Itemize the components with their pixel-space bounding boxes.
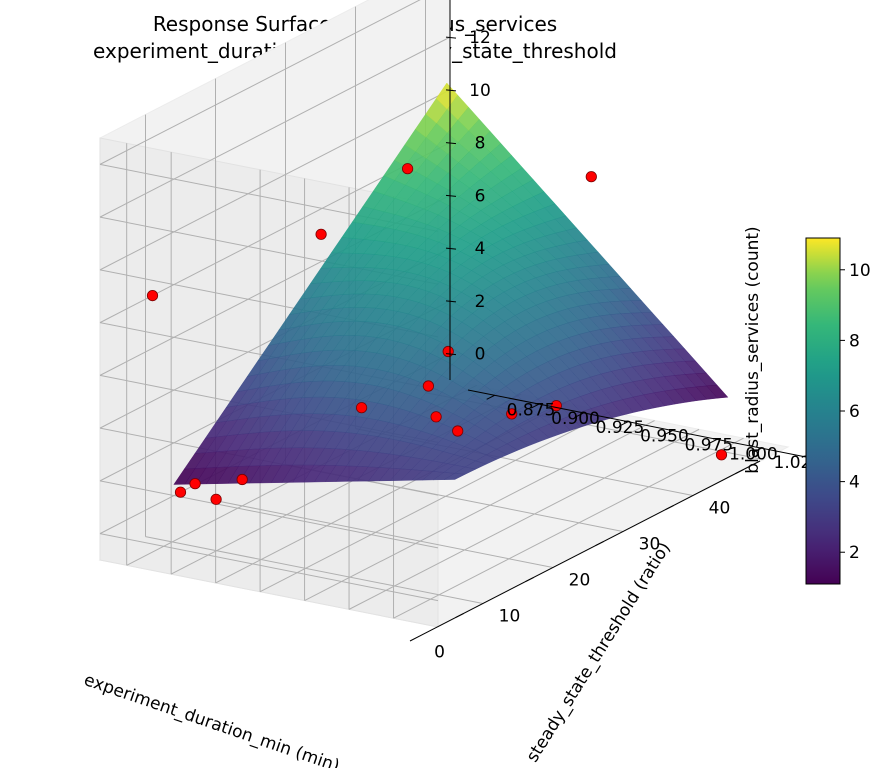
data-point [401,163,414,175]
x-tick-label: 30 [639,535,661,555]
colorbar: 2 4 6 8 10 [805,237,871,585]
z-tick-label: 6 [475,186,486,206]
response-surface [173,82,729,485]
data-point [506,408,518,420]
x-tick-mark [525,577,534,583]
x-tick-mark [455,613,464,619]
y-tick-mark [575,412,584,418]
colorbar-tick-label: 4 [849,473,860,493]
data-point [585,171,597,183]
z-tick-mark [445,300,457,303]
colorbar-tick-label: 8 [849,331,860,351]
colorbar-rect [805,237,841,585]
colorbar-tick-label: 10 [849,261,871,281]
x-tick-label: 40 [709,499,731,519]
y-axis-label: steady_state_threshold (ratio) [523,539,675,766]
z-tick-label: 8 [475,134,486,154]
z-tick-mark [445,36,457,39]
grid-line-y-floor [348,428,700,610]
data-point [174,486,187,498]
x-tick-label: 0 [434,643,445,663]
y-tick-mark [619,421,629,427]
data-point [146,289,159,302]
data-point [422,380,434,392]
colorbar-tick-label: 6 [849,402,860,422]
x-tick-label: 10 [499,607,521,627]
y-tick-mark [530,403,540,409]
z-tick-mark [445,89,457,92]
y-tick-mark [664,430,673,435]
data-point [452,425,464,437]
z-tick-label: 4 [475,239,486,259]
grid-line-z-back [99,36,451,218]
z-axis-label: blast_radius_services (count) [743,226,763,473]
data-point [430,411,442,423]
x-tick-mark [735,469,744,475]
observed-points [146,163,728,505]
x-axis-line [409,460,761,642]
z-tick-label: 0 [475,345,486,365]
data-point [315,228,327,240]
data-point [355,402,368,414]
z-tick-mark [445,142,457,145]
z-tick-label: 2 [475,292,486,312]
data-point [236,473,248,486]
grid-line-y-floor [259,411,611,593]
data-point [442,345,454,358]
y-tick-label: 0.975 [685,436,734,456]
x-tick-label: 20 [569,571,591,591]
y-tick-mark [708,438,718,444]
surface-facet [706,384,729,399]
y-axis-line [467,389,807,458]
data-point [715,449,728,461]
grid-line-z-back [99,0,421,165]
z-tick-mark [445,194,457,197]
y-tick-mark [486,394,495,400]
z-tick-label: 12 [469,28,491,48]
y-tick-label: 0.875 [507,400,556,420]
grid-line-z-left [99,480,439,549]
grid-line-z-left [99,533,439,602]
x-tick-mark [665,505,674,511]
y-tick-label: 1.000 [729,444,778,464]
y-tick-label: 0.950 [640,427,689,447]
x-tick-mark [595,541,604,547]
z-tick-mark [445,247,457,250]
data-point [210,493,222,505]
y-tick-label: 0.900 [551,409,600,429]
grid-line-z-back [99,89,451,271]
grid-line-x-floor [215,500,554,569]
grid-line-x-floor [145,536,484,605]
colorbar-tick-label: 2 [849,543,860,563]
grid-line-y-floor [393,437,744,619]
x-axis-label: experiment_duration_min (min) [81,670,342,768]
z-tick-mark [445,353,457,356]
y-tick-mark [753,447,762,453]
z-tick-label: 10 [469,81,491,101]
y-tick-label: 0.925 [596,418,645,438]
grid-line-y-floor [304,420,655,601]
data-point [189,478,201,490]
